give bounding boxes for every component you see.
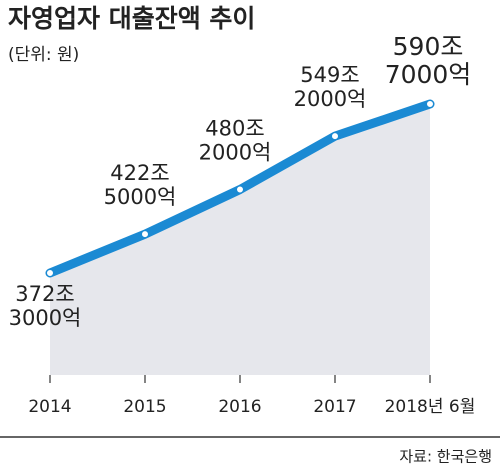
data-label: 2000억 — [294, 87, 367, 111]
data-label: 372조 — [15, 282, 74, 306]
data-label: 3000억 — [9, 306, 82, 330]
data-label: 7000억 — [385, 60, 472, 89]
source-note: 자료: 한국은행 — [399, 448, 492, 466]
x-tick-label: 2014 — [28, 397, 71, 417]
point — [426, 100, 434, 108]
data-label: 549조 — [300, 63, 359, 87]
data-label: 422조 — [110, 161, 169, 185]
area — [50, 104, 430, 375]
x-tick-label: 2016 — [218, 397, 261, 417]
point — [141, 230, 149, 239]
point — [236, 185, 244, 194]
x-tick-label: 2017 — [313, 397, 356, 417]
point — [331, 132, 339, 141]
point — [46, 269, 54, 277]
x-tick-label: 2015 — [123, 397, 166, 417]
chart-subtitle: (단위: 원) — [8, 45, 79, 65]
data-label: 480조 — [205, 117, 264, 141]
data-label: 590조 — [393, 32, 464, 61]
data-label: 5000억 — [104, 185, 177, 209]
data-label: 2000억 — [199, 141, 272, 165]
x-tick-label: 2018년 6월 — [385, 397, 476, 417]
chart-title: 자영업자 대출잔액 추이 — [8, 4, 255, 33]
